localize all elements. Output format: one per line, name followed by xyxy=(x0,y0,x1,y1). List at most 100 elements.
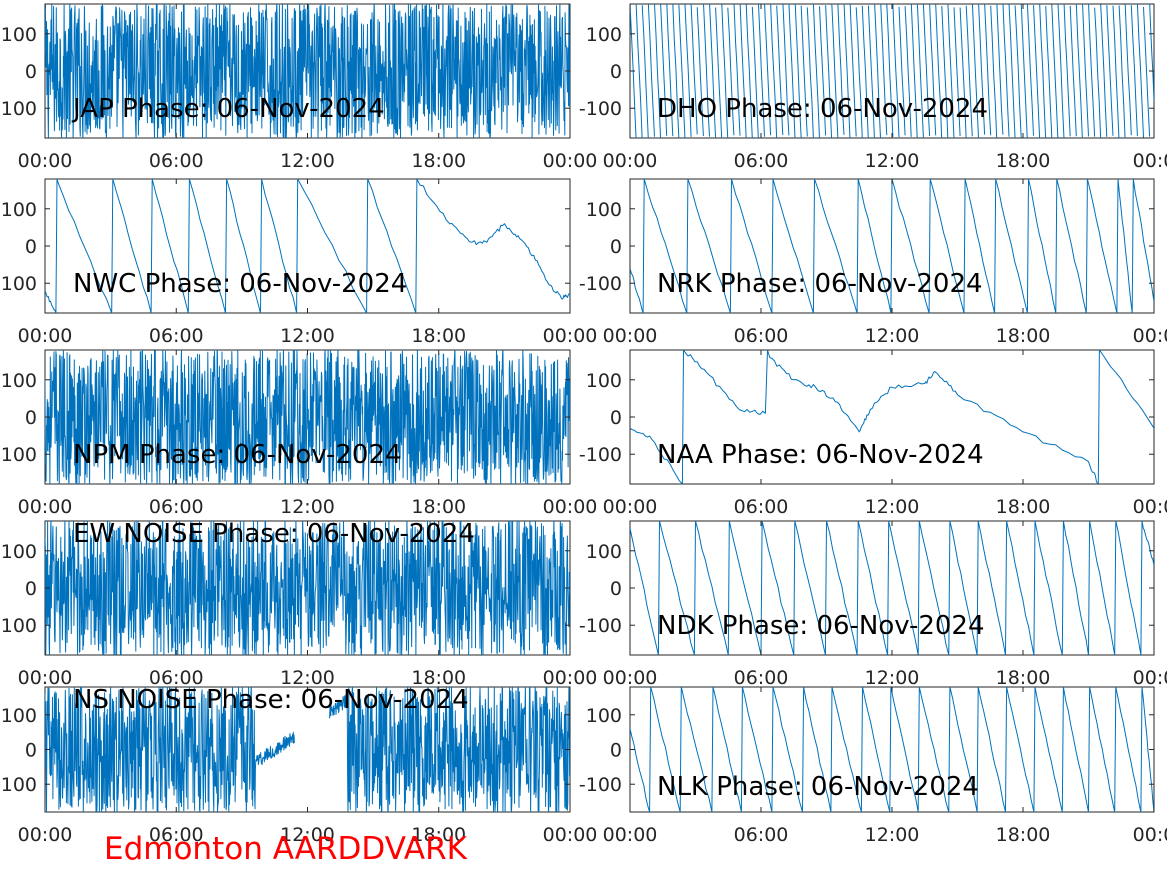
x-tick-label: 18:00 xyxy=(411,325,466,347)
phase-trace xyxy=(45,179,570,313)
x-tick-label: 06:00 xyxy=(149,150,204,172)
x-tick-label: 00:00 xyxy=(543,824,598,846)
y-tick-label: 100 xyxy=(586,541,622,563)
x-tick-label: 00:00 xyxy=(603,667,658,689)
y-tick-label: 100 xyxy=(1,24,37,46)
panel-title: DHO Phase: 06-Nov-2024 xyxy=(657,94,988,124)
x-tick-label: 18:00 xyxy=(996,150,1051,172)
panel-title: NAA Phase: 06-Nov-2024 xyxy=(657,440,984,470)
x-tick-label: 00:0 xyxy=(1133,824,1167,846)
y-tick-label: 100 xyxy=(1,774,37,796)
y-tick-label: 100 xyxy=(1,370,37,392)
x-tick-label: 00:00 xyxy=(543,150,598,172)
x-tick-label: 18:00 xyxy=(996,496,1051,518)
panel-title: NPM Phase: 06-Nov-2024 xyxy=(73,440,402,470)
phase-trace xyxy=(630,350,1154,484)
station-label: Edmonton AARDDVARK xyxy=(104,831,468,867)
x-tick-label: 18:00 xyxy=(996,824,1051,846)
y-tick-label: -100 xyxy=(579,273,622,295)
y-tick-label: 100 xyxy=(586,199,622,221)
x-tick-label: 00:00 xyxy=(603,150,658,172)
phase-trace xyxy=(45,687,570,812)
x-tick-label: 00:00 xyxy=(603,824,658,846)
x-tick-label: 18:00 xyxy=(996,325,1051,347)
x-tick-label: 00:00 xyxy=(543,325,598,347)
x-tick-label: 12:00 xyxy=(865,325,920,347)
x-tick-label: 12:00 xyxy=(280,325,335,347)
y-tick-label: 100 xyxy=(1,273,37,295)
x-tick-label: 00:00 xyxy=(18,824,73,846)
x-tick-label: 06:00 xyxy=(149,496,204,518)
y-tick-label: 100 xyxy=(1,98,37,120)
x-tick-label: 00:0 xyxy=(1133,667,1167,689)
x-tick-label: 06:00 xyxy=(149,824,204,846)
x-tick-label: 00:00 xyxy=(603,496,658,518)
phase-trace xyxy=(630,687,1154,812)
x-tick-label: 06:00 xyxy=(149,667,204,689)
panel-title: JAP Phase: 06-Nov-2024 xyxy=(71,94,385,124)
x-tick-label: 06:00 xyxy=(149,325,204,347)
x-tick-label: 12:00 xyxy=(280,150,335,172)
y-tick-label: 100 xyxy=(1,705,37,727)
phase-trace xyxy=(630,4,1154,138)
y-tick-label: 100 xyxy=(1,444,37,466)
y-tick-label: 100 xyxy=(1,615,37,637)
x-tick-label: 00:00 xyxy=(18,667,73,689)
y-tick-label: 0 xyxy=(25,61,37,83)
panel-title: NLK Phase: 06-Nov-2024 xyxy=(657,772,979,802)
y-tick-label: 0 xyxy=(610,236,622,258)
phase-panel-2: 00:00 06:00 12:00 18:00 00:0 100 0 -100 DHO Phas… xyxy=(579,3,1167,172)
panel-title: NS NOISE Phase: 06-Nov-2024 xyxy=(73,685,469,715)
y-tick-label: 0 xyxy=(610,407,622,429)
y-tick-label: 0 xyxy=(610,578,622,600)
phase-panel-8: 00:00 06:00 12:00 18:00 00:0 100 0 -100 NDK Phas… xyxy=(579,520,1167,689)
phase-panel-6: 00:00 06:00 12:00 18:00 00:0 100 0 -100 NAA Phas… xyxy=(579,349,1167,518)
plot-frame xyxy=(629,349,1155,485)
y-tick-label: 100 xyxy=(586,705,622,727)
phase-trace xyxy=(630,521,1154,655)
y-tick-label: -100 xyxy=(579,615,622,637)
phase-panel-4: 00:00 06:00 12:00 18:00 00:0 100 0 -100 NRK Phas… xyxy=(579,178,1167,347)
x-tick-label: 18:00 xyxy=(411,150,466,172)
x-tick-label: 12:00 xyxy=(865,496,920,518)
y-tick-label: 100 xyxy=(1,541,37,563)
x-tick-label: 00:00 xyxy=(18,150,73,172)
y-tick-label: 0 xyxy=(25,740,37,762)
x-tick-label: 12:00 xyxy=(865,667,920,689)
phase-panel-9: 00:00 06:00 12:00 18:00 00:00 100 0 100 NS NOISE… xyxy=(1,685,598,846)
phase-panel-10: 00:00 06:00 12:00 18:00 00:0 100 0 -100 NLK Phas… xyxy=(579,686,1167,846)
phase-trace xyxy=(45,350,570,484)
y-tick-label: -100 xyxy=(579,98,622,120)
x-tick-label: 12:00 xyxy=(865,150,920,172)
x-tick-label: 00:00 xyxy=(543,667,598,689)
x-tick-label: 12:00 xyxy=(280,496,335,518)
x-tick-label: 00:00 xyxy=(543,496,598,518)
x-tick-label: 00:00 xyxy=(18,325,73,347)
y-tick-label: -100 xyxy=(579,774,622,796)
plot-frame xyxy=(629,520,1155,656)
panel-title: EW NOISE Phase: 06-Nov-2024 xyxy=(73,519,475,549)
x-tick-label: 18:00 xyxy=(411,824,466,846)
x-tick-label: 12:00 xyxy=(280,824,335,846)
y-tick-label: 100 xyxy=(586,370,622,392)
x-tick-label: 00:0 xyxy=(1133,496,1167,518)
panel-title: NRK Phase: 06-Nov-2024 xyxy=(657,269,983,299)
phase-panel-5: 00:00 06:00 12:00 18:00 00:00 100 0 100 NPM Phas… xyxy=(1,349,598,518)
x-tick-label: 00:0 xyxy=(1133,325,1167,347)
x-tick-label: 06:00 xyxy=(734,496,789,518)
x-tick-label: 00:00 xyxy=(18,496,73,518)
y-tick-label: 0 xyxy=(25,236,37,258)
x-tick-label: 06:00 xyxy=(734,325,789,347)
y-tick-label: -100 xyxy=(579,444,622,466)
y-tick-label: 0 xyxy=(610,61,622,83)
panel-title: NWC Phase: 06-Nov-2024 xyxy=(73,269,407,299)
phase-panel-3: 00:00 06:00 12:00 18:00 00:00 100 0 100 NWC Phas… xyxy=(1,178,598,347)
x-tick-label: 06:00 xyxy=(734,150,789,172)
phase-panel-7: 00:00 06:00 12:00 18:00 00:00 100 0 100 EW NOISE… xyxy=(1,519,598,689)
y-tick-label: 100 xyxy=(586,24,622,46)
phase-trace xyxy=(45,521,570,655)
x-tick-label: 18:00 xyxy=(411,667,466,689)
y-tick-label: 0 xyxy=(610,740,622,762)
phase-trace xyxy=(630,179,1154,313)
